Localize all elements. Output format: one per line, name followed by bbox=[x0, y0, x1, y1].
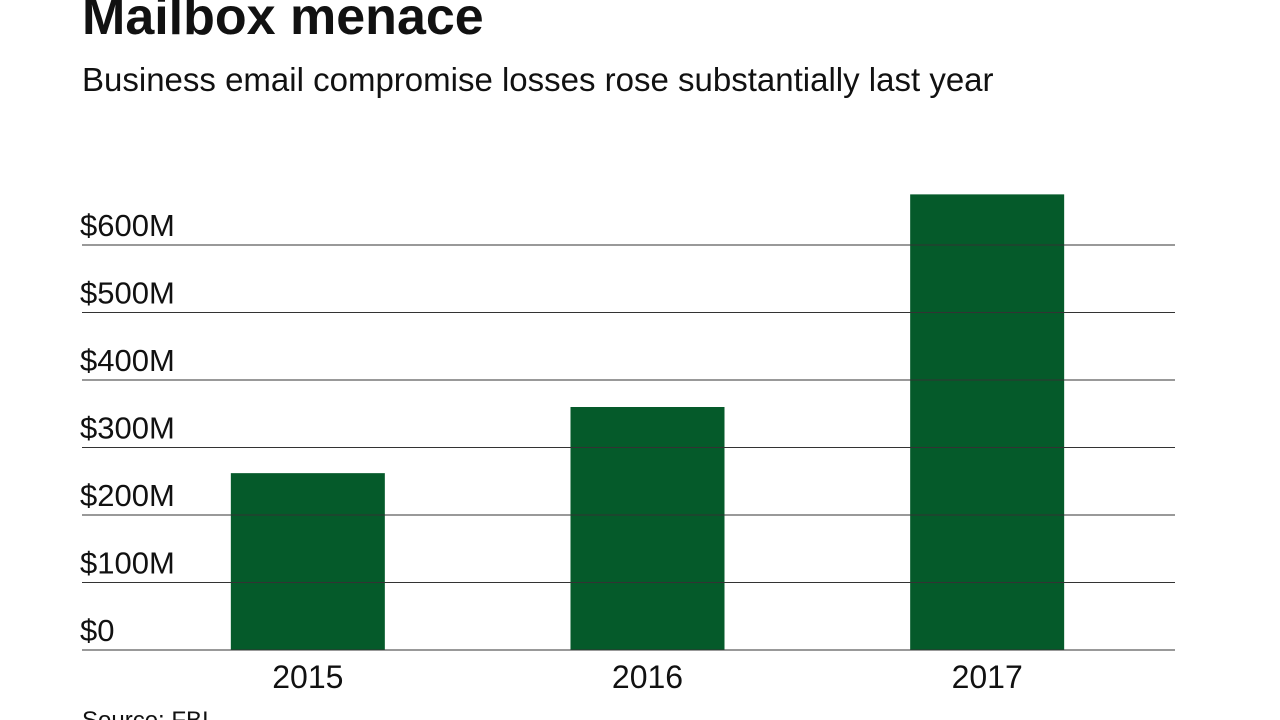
y-tick-label: $500M bbox=[80, 276, 175, 311]
bar bbox=[910, 194, 1065, 650]
y-tick-label: $0 bbox=[80, 613, 114, 648]
y-tick-label: $100M bbox=[80, 546, 175, 581]
x-tick-label: 2016 bbox=[612, 659, 683, 695]
chart-subtitle: Business email compromise losses rose su… bbox=[82, 61, 994, 98]
y-tick-label: $300M bbox=[80, 411, 175, 446]
y-tick-label: $400M bbox=[80, 343, 175, 378]
bar bbox=[570, 407, 725, 650]
x-tick-label: 2017 bbox=[952, 659, 1023, 695]
x-tick-label: 2015 bbox=[272, 659, 343, 695]
source-note: Source: FBI bbox=[82, 707, 209, 720]
y-tick-label: $200M bbox=[80, 478, 175, 513]
bar bbox=[230, 473, 385, 650]
chart-title: Mailbox menace bbox=[82, 0, 484, 46]
y-tick-label: $600M bbox=[80, 208, 175, 243]
